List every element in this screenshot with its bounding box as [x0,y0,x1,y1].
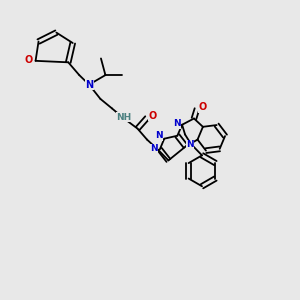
Text: N: N [186,140,194,149]
Text: N: N [173,119,181,128]
Text: NH: NH [116,112,132,122]
Text: N: N [85,80,93,90]
Text: N: N [155,131,163,140]
Text: O: O [199,103,207,112]
Text: N: N [85,80,93,90]
Text: O: O [25,55,33,65]
Text: O: O [25,55,33,65]
Text: N: N [150,144,158,153]
Text: N: N [186,140,194,149]
Text: N: N [173,119,181,128]
Text: O: O [199,103,207,112]
Text: N: N [155,131,163,140]
Text: NH: NH [116,112,132,122]
Text: O: O [149,110,157,121]
Text: N: N [150,144,158,153]
Text: O: O [149,110,157,121]
